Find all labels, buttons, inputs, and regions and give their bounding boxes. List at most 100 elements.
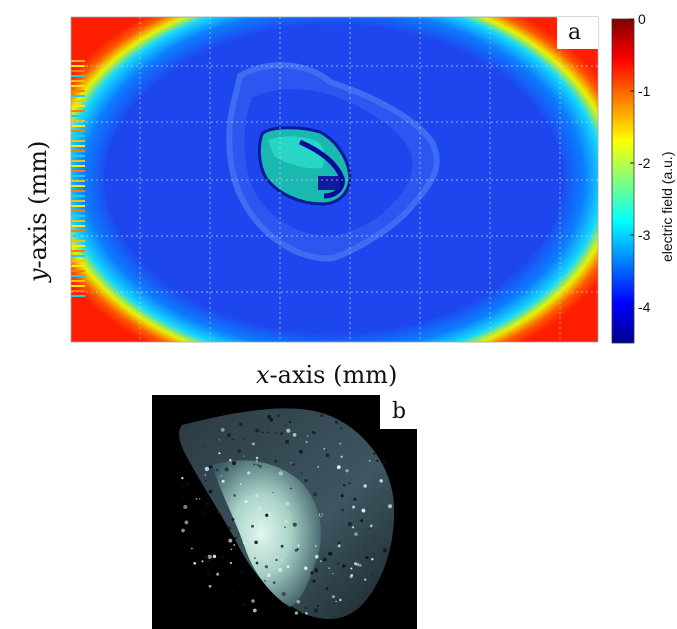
speckle xyxy=(261,431,264,434)
speckle xyxy=(340,455,343,458)
speckle xyxy=(339,442,342,445)
speckle xyxy=(342,564,346,568)
speckle xyxy=(251,599,255,603)
speckle xyxy=(371,557,374,561)
speckle xyxy=(257,506,262,511)
speckle xyxy=(204,474,207,476)
speckle xyxy=(243,603,247,607)
edge-stripe xyxy=(71,115,85,117)
speckle xyxy=(305,612,308,615)
speckle xyxy=(267,573,271,578)
speckle xyxy=(325,587,329,590)
speckle xyxy=(348,482,351,485)
speckle xyxy=(350,567,353,570)
speckle xyxy=(237,449,242,454)
speckle xyxy=(210,564,213,567)
speckle xyxy=(278,567,283,573)
edge-stripe xyxy=(71,245,85,247)
edge-stripe xyxy=(71,160,85,162)
speckle xyxy=(265,513,269,517)
speckle xyxy=(231,460,237,466)
speckle xyxy=(286,428,291,433)
edge-stripe xyxy=(71,90,85,92)
speckle xyxy=(242,438,245,441)
speckle xyxy=(192,506,194,509)
speckle xyxy=(358,563,362,567)
inner-edge-dark xyxy=(298,139,345,199)
speckle xyxy=(343,484,346,487)
speckle xyxy=(183,504,188,510)
speckle xyxy=(373,452,376,455)
speckle xyxy=(204,466,210,472)
speckle xyxy=(284,424,287,427)
edge-stripe xyxy=(71,130,85,132)
speckle xyxy=(371,574,374,576)
speckle xyxy=(360,519,364,522)
edge-stripe xyxy=(71,75,85,77)
speckle xyxy=(280,544,284,548)
speckle xyxy=(376,459,379,462)
y-axis-title-italic: y xyxy=(24,268,52,283)
speckle xyxy=(208,489,213,494)
speckle xyxy=(363,545,366,547)
speckle xyxy=(304,479,308,482)
edge-stripe xyxy=(71,125,85,127)
speckle xyxy=(226,433,231,438)
y-axis-title: y-axis (mm) xyxy=(24,141,52,283)
edge-stripe xyxy=(71,105,85,107)
speckle xyxy=(292,463,295,466)
speckle xyxy=(281,591,286,597)
speckle xyxy=(230,590,234,594)
speckle xyxy=(325,453,330,458)
edge-stripe xyxy=(71,265,85,267)
speckle xyxy=(181,477,184,480)
edge-stripe xyxy=(71,290,85,292)
speckle xyxy=(193,561,197,565)
speckle xyxy=(232,438,235,441)
speckle xyxy=(349,575,353,579)
speckle xyxy=(382,459,387,465)
speckle xyxy=(332,573,334,575)
edge-stripe xyxy=(71,210,85,212)
edge-stripe xyxy=(71,80,85,82)
speckle xyxy=(278,471,283,476)
speckle xyxy=(366,440,368,442)
grid xyxy=(71,17,598,342)
speckle xyxy=(280,558,283,562)
speckle xyxy=(284,520,288,523)
speckle xyxy=(283,603,288,608)
speckle xyxy=(364,578,367,581)
speckle xyxy=(312,579,316,583)
speckle xyxy=(256,464,259,467)
heatmap-plot xyxy=(71,17,598,342)
edge-stripe xyxy=(71,295,85,297)
speckle xyxy=(208,584,212,588)
speckle xyxy=(325,449,328,452)
speckle xyxy=(294,611,299,615)
speckle xyxy=(254,557,256,559)
speckle xyxy=(339,427,343,430)
speckle xyxy=(285,439,290,444)
edge-stripe xyxy=(71,195,85,197)
speckle xyxy=(272,581,276,585)
x-axis-title-italic: x xyxy=(256,361,270,389)
edge-stripe xyxy=(71,270,85,272)
speckle xyxy=(181,485,186,489)
speckle xyxy=(218,439,220,441)
speckle xyxy=(184,520,189,525)
speckle xyxy=(354,532,358,536)
speckle xyxy=(323,447,326,450)
speckle xyxy=(328,567,330,569)
speckle xyxy=(363,484,367,488)
speckle xyxy=(239,483,242,485)
edge-stripe xyxy=(71,280,85,282)
speckle xyxy=(205,501,210,506)
speckle xyxy=(337,541,341,545)
edge-stripe xyxy=(71,225,85,227)
speckle xyxy=(313,608,318,613)
speckle xyxy=(240,569,244,573)
speckle xyxy=(292,432,297,437)
colorbar-tick-label: -3 xyxy=(638,227,651,243)
speckle xyxy=(313,431,316,435)
speckle xyxy=(212,554,217,559)
